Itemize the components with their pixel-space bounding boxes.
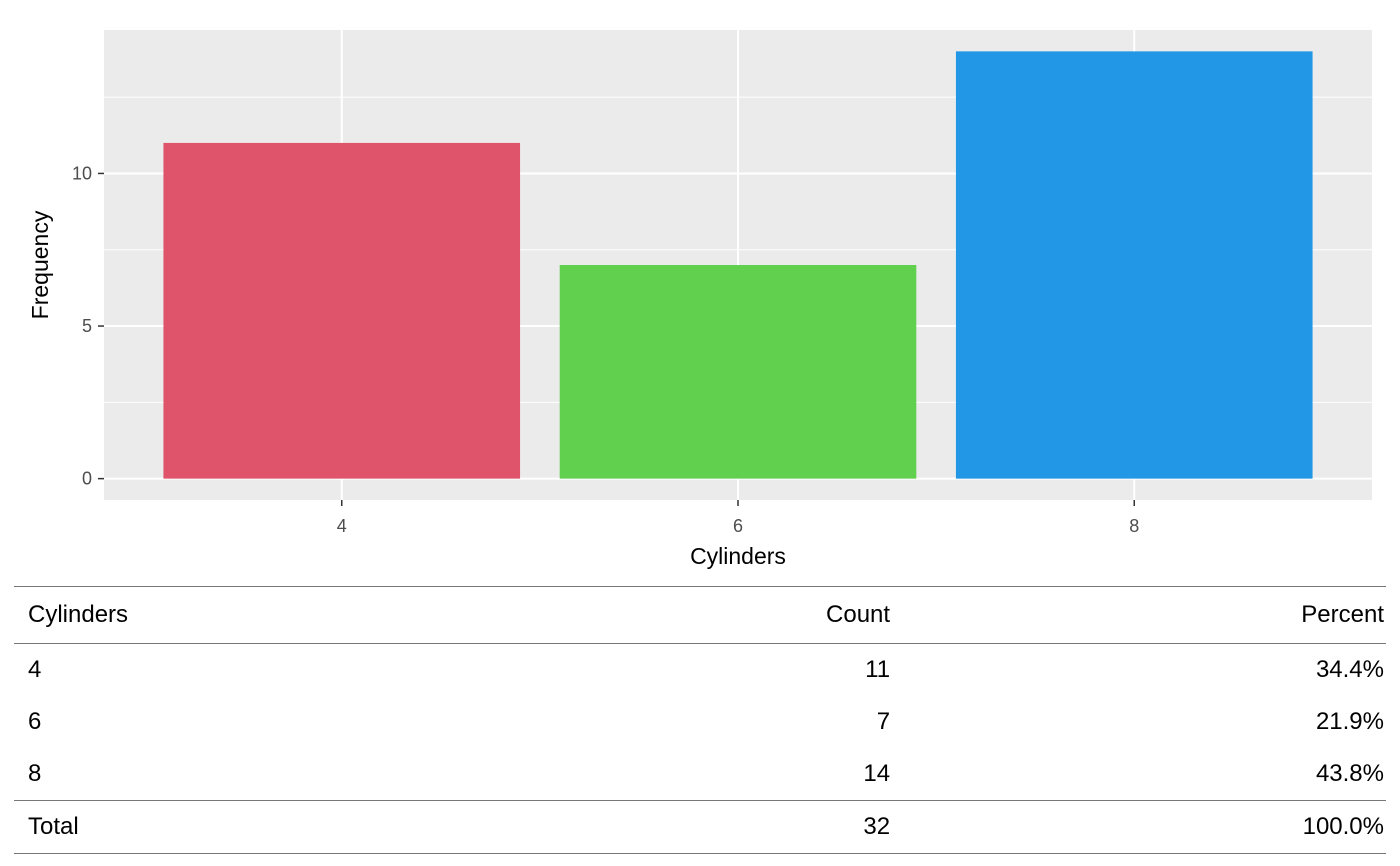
row-percent: 43.8% bbox=[1315, 760, 1384, 787]
bar-8 bbox=[955, 51, 1313, 479]
frequency-table-container: Cylinders Count Percent 4 11 34.4% 6 7 2… bbox=[14, 586, 1386, 854]
y-tick-label: 5 bbox=[82, 316, 92, 336]
row-percent: 21.9% bbox=[1315, 708, 1384, 735]
row-count: 7 bbox=[876, 708, 891, 735]
bars bbox=[163, 51, 1313, 479]
table-row: 6 7 21.9% bbox=[14, 696, 1386, 748]
x-axis: 4 6 8 bbox=[337, 500, 1139, 536]
y-tick-label: 0 bbox=[82, 469, 92, 489]
bar-6 bbox=[559, 265, 917, 479]
row-cylinders: 6 bbox=[28, 708, 42, 735]
row-count: 14 bbox=[863, 760, 891, 787]
table-total-row: Total 32 100.0% bbox=[14, 800, 1386, 854]
frequency-bar-chart: 0 5 10 4 6 8 Cylinders Frequency bbox=[27, 30, 1372, 569]
header-percent: Percent bbox=[892, 586, 1386, 644]
x-tick-label: 6 bbox=[733, 516, 743, 536]
x-axis-title: Cylinders bbox=[690, 543, 786, 569]
y-axis-title: Frequency bbox=[27, 210, 53, 319]
table-row: 4 11 34.4% bbox=[14, 644, 1386, 697]
header-cylinders: Cylinders bbox=[14, 586, 646, 644]
total-label: Total bbox=[14, 800, 646, 854]
table-header-row: Cylinders Count Percent bbox=[14, 586, 1386, 644]
table-row: 8 14 43.8% bbox=[14, 748, 1386, 801]
row-cylinders: 4 bbox=[28, 656, 42, 683]
x-tick-label: 8 bbox=[1129, 516, 1139, 536]
frequency-table: Cylinders Count Percent 4 11 34.4% 6 7 2… bbox=[14, 586, 1386, 854]
row-cylinders: 8 bbox=[28, 760, 42, 787]
total-percent: 100.0% bbox=[892, 800, 1386, 854]
y-tick-label: 10 bbox=[72, 163, 92, 183]
y-axis: 0 5 10 bbox=[72, 163, 104, 489]
x-tick-label: 4 bbox=[337, 516, 347, 536]
header-count: Count bbox=[645, 586, 893, 644]
row-percent: 34.4% bbox=[1315, 656, 1384, 683]
bar-4 bbox=[163, 142, 521, 479]
row-count: 11 bbox=[865, 656, 891, 683]
total-count: 32 bbox=[645, 800, 893, 854]
